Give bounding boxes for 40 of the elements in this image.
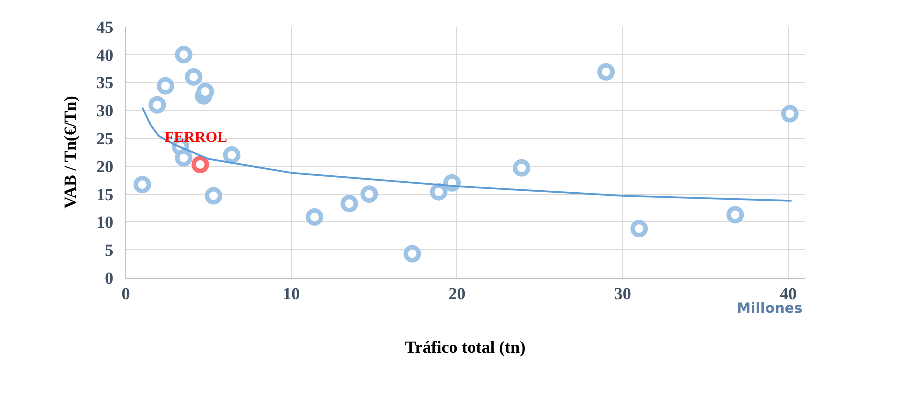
x-tick-label: 40 [780, 284, 797, 304]
x-axis-title: Tráfico total (tn) [405, 338, 526, 357]
y-tick-label: 40 [96, 46, 114, 65]
text: Millones [737, 301, 803, 317]
point [157, 77, 174, 95]
y-tick-label: 25 [96, 130, 114, 149]
y-tick-label: 10 [96, 213, 114, 232]
y-tick-label: 20 [96, 157, 114, 176]
y-tick-label: 35 [96, 74, 114, 93]
point [196, 82, 214, 100]
point [360, 186, 378, 204]
point [175, 46, 193, 64]
point [726, 206, 744, 224]
point [781, 105, 799, 123]
y-tick-label: 5 [105, 241, 114, 260]
y-tick-label: 45 [96, 18, 114, 37]
point [175, 149, 193, 167]
y-tick-label: 30 [96, 102, 114, 121]
line-series [142, 106, 793, 202]
y-tick-label: 0 [105, 268, 114, 288]
point [513, 159, 531, 177]
point [185, 68, 203, 86]
x-tick-label: 30 [614, 284, 632, 304]
y-tick-label: 15 [96, 185, 114, 204]
x-tick-label: 10 [283, 284, 300, 304]
annotation: FERROL [165, 130, 228, 146]
point [205, 187, 223, 205]
point [430, 183, 448, 201]
point [223, 146, 241, 164]
point [192, 156, 210, 174]
point [306, 208, 324, 226]
x-tick-label: 0 [122, 284, 130, 304]
point [598, 63, 616, 81]
point [630, 220, 648, 238]
x-tick-label: 20 [448, 284, 466, 304]
point [134, 176, 152, 194]
point [340, 195, 358, 213]
point [404, 245, 422, 263]
y-axis-title: VAB / Tn(€/Tn) [61, 96, 80, 209]
point [148, 96, 166, 114]
